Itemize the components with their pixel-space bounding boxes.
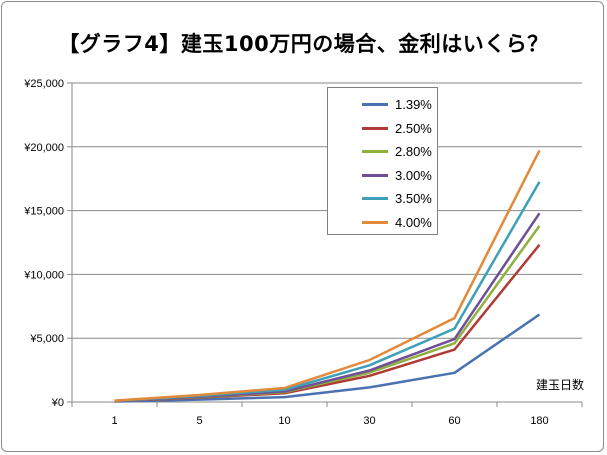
legend-swatch	[362, 173, 388, 177]
series-line-4.00%	[114, 149, 541, 402]
legend-label: 4.00%	[395, 214, 432, 230]
legend-label: 3.50%	[395, 191, 432, 207]
x-tick-label: 60	[448, 415, 460, 427]
legend-label: 3.00%	[395, 167, 432, 183]
tick-labels: ¥0 ¥5,000 ¥10,000 ¥15,000 ¥20,000 ¥25,000 1 5 10…	[23, 78, 548, 427]
legend-item: 4.00%	[328, 211, 437, 235]
chart-title: 【グラフ4】建玉100万円の場合、金利はいくら？	[58, 32, 549, 56]
legend-item: 1.39%	[328, 93, 437, 117]
y-tick-label: ¥20,000	[23, 142, 64, 154]
x-tick-label: 5	[196, 415, 202, 427]
y-tick-label: ¥0	[51, 397, 64, 409]
legend-item: 3.50%	[328, 187, 437, 211]
legend-label: 1.39%	[395, 97, 432, 113]
y-tick-label: ¥5,000	[29, 333, 64, 345]
x-tick-label: 1	[111, 415, 117, 427]
y-tick-label: ¥15,000	[23, 206, 64, 218]
legend-item: 2.50%	[328, 117, 437, 141]
legend: 1.39% 2.50% 2.80% 3.00% 3.50% 4.00%	[327, 87, 438, 235]
legend-label: 2.50%	[395, 120, 432, 136]
legend-item: 3.00%	[328, 164, 437, 188]
series-line-1.39%	[114, 313, 541, 403]
y-tick-label: ¥10,000	[23, 269, 64, 281]
axes	[67, 82, 583, 407]
legend-swatch	[362, 220, 388, 224]
legend-swatch	[362, 103, 388, 107]
series-lines	[114, 149, 541, 403]
y-tick-label: ¥25,000	[23, 78, 64, 90]
legend-item: 2.80%	[328, 140, 437, 164]
legend-label: 2.80%	[395, 144, 432, 160]
x-tick-label: 10	[278, 415, 290, 427]
x-axis-label: 建玉日数	[536, 377, 584, 392]
legend-swatch	[362, 197, 388, 201]
x-tick-label: 30	[363, 415, 375, 427]
legend-swatch	[362, 150, 388, 154]
x-tick-label: 180	[530, 415, 548, 427]
legend-swatch	[362, 126, 388, 130]
